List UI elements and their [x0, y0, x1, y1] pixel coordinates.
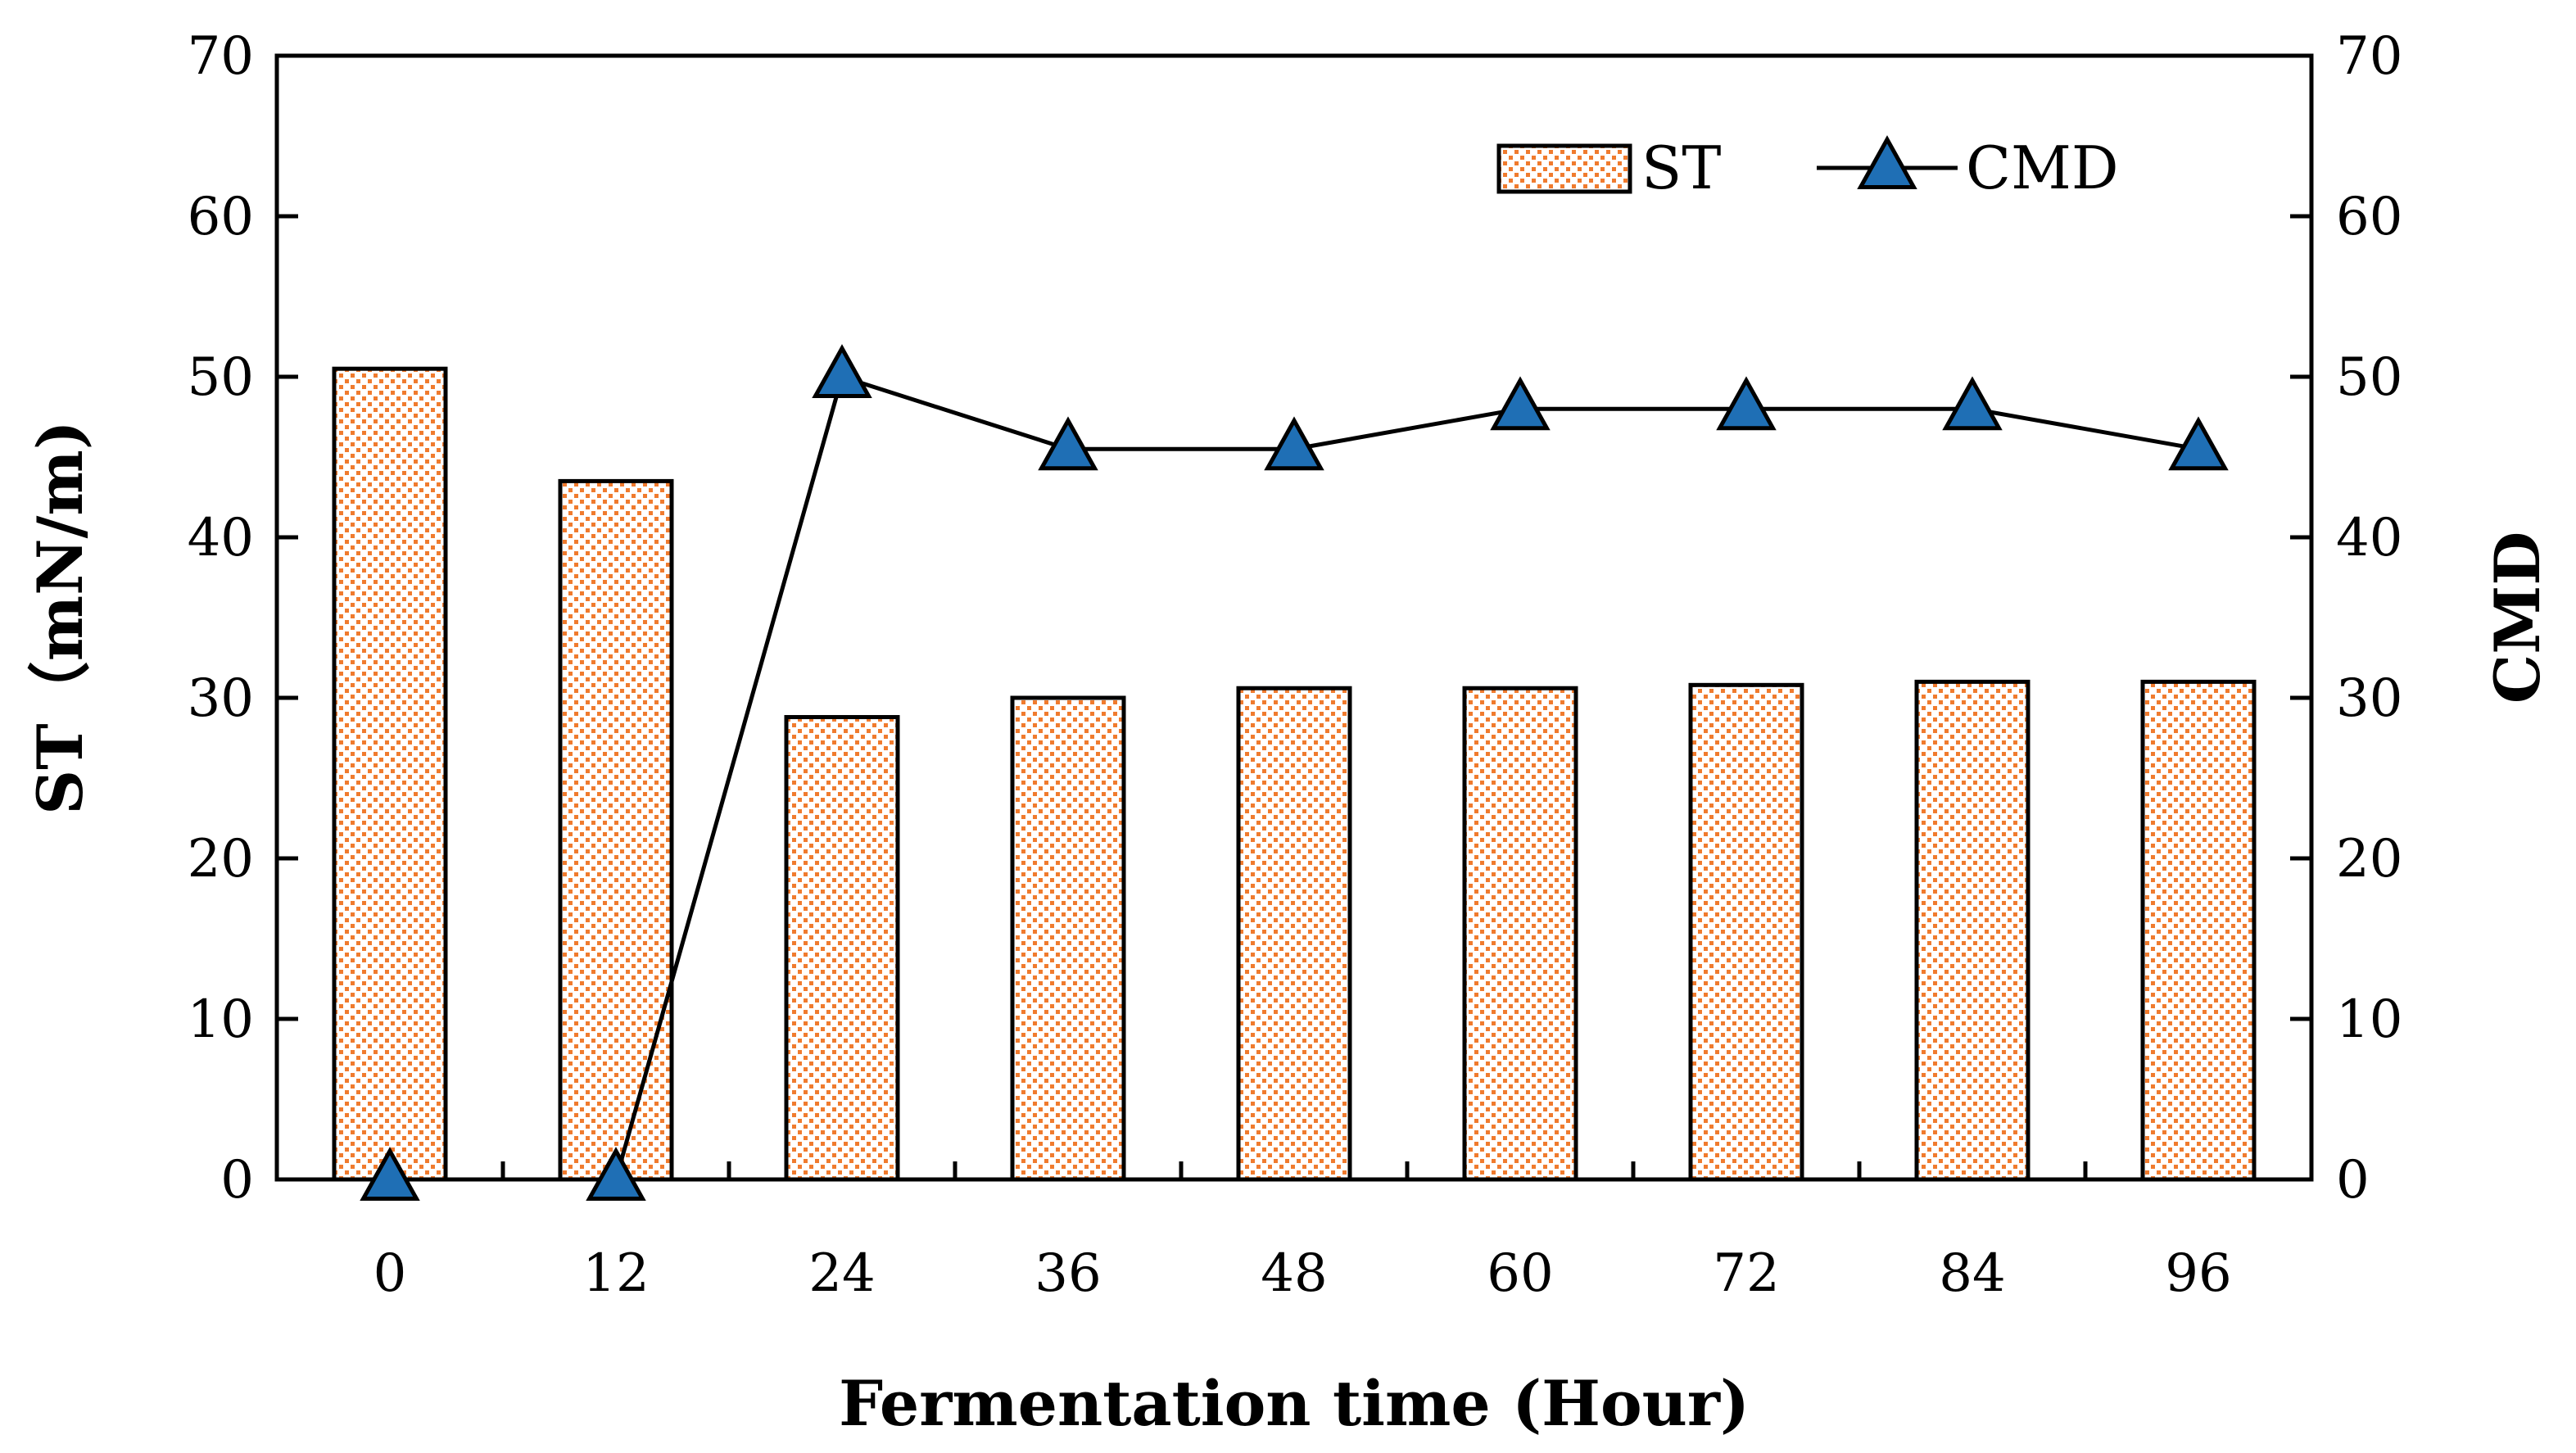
st-bar: [784, 715, 900, 1182]
st-bar: [1236, 686, 1352, 1182]
y-right-tick-label: 0: [2336, 1150, 2370, 1211]
cmd-point: [1264, 416, 1324, 471]
x-tick-label: 84: [1939, 1243, 2005, 1304]
x-tick-label: 12: [582, 1243, 649, 1304]
x-tick-label: 0: [373, 1243, 407, 1304]
legend-st-swatch: [1496, 143, 1632, 194]
y-left-tick-label: 0: [220, 1150, 254, 1211]
y-left-tick-label: 40: [188, 508, 254, 568]
legend-st-label: ST: [1641, 134, 1721, 202]
y-left-tick-label: 60: [188, 187, 254, 247]
x-axis-title: Fermentation time (Hour): [839, 1367, 1750, 1440]
y-right-tick-label: 40: [2336, 508, 2402, 568]
cmd-line-series: [360, 344, 2229, 1202]
y-right-tick-label: 20: [2336, 829, 2402, 889]
x-tick-label: 60: [1487, 1243, 1553, 1304]
legend: ST CMD: [1496, 134, 2119, 202]
axis-ticks: [277, 53, 2311, 1182]
st-bar: [1462, 686, 1578, 1182]
y-right-tick-label: 60: [2336, 187, 2402, 247]
legend-cmd-label: CMD: [1966, 134, 2119, 202]
cmd-point: [360, 1147, 420, 1202]
y-right-tick-label: 30: [2336, 668, 2402, 729]
st-bar: [1688, 682, 1804, 1182]
cmd-point: [586, 1147, 646, 1202]
st-bar: [1010, 695, 1126, 1182]
st-bar: [558, 478, 674, 1182]
cmd-point: [812, 344, 872, 399]
st-bar: [1914, 679, 2030, 1182]
st-bars: [332, 366, 2257, 1182]
st-bar: [332, 366, 448, 1182]
cmd-point: [2168, 416, 2229, 471]
y-right-tick-label: 70: [2336, 26, 2402, 87]
y-left-tick-label: 10: [188, 989, 254, 1050]
st-bar: [2140, 679, 2257, 1182]
y-left-tick-label: 20: [188, 829, 254, 889]
x-tick-label: 72: [1713, 1243, 1779, 1304]
cmd-point: [1716, 376, 1777, 431]
y-right-tick-label: 10: [2336, 989, 2402, 1050]
y-left-tick-label: 30: [188, 668, 254, 729]
x-tick-label: 24: [808, 1243, 875, 1304]
x-tick-label: 36: [1034, 1243, 1101, 1304]
y-axis-left-title: ST（mN/m): [24, 420, 97, 814]
cmd-point: [1942, 376, 2003, 431]
y-right-tick-label: 50: [2336, 347, 2402, 408]
cmd-point: [1490, 376, 1551, 431]
tick-labels: 0 0 10 10 20 20 30 30 40 40 50 50 60 60 70 70 0 12 24 36 48 6…: [188, 26, 2403, 1304]
plot-frame: [274, 53, 2314, 1182]
legend-cmd-marker: [1857, 135, 1917, 190]
x-tick-label: 96: [2165, 1243, 2231, 1304]
cmd-point: [1038, 416, 1098, 471]
x-tick-label: 48: [1261, 1243, 1327, 1304]
y-axis-right-title: CMD: [2481, 532, 2554, 704]
y-left-tick-label: 70: [188, 26, 254, 87]
y-left-tick-label: 50: [188, 347, 254, 408]
